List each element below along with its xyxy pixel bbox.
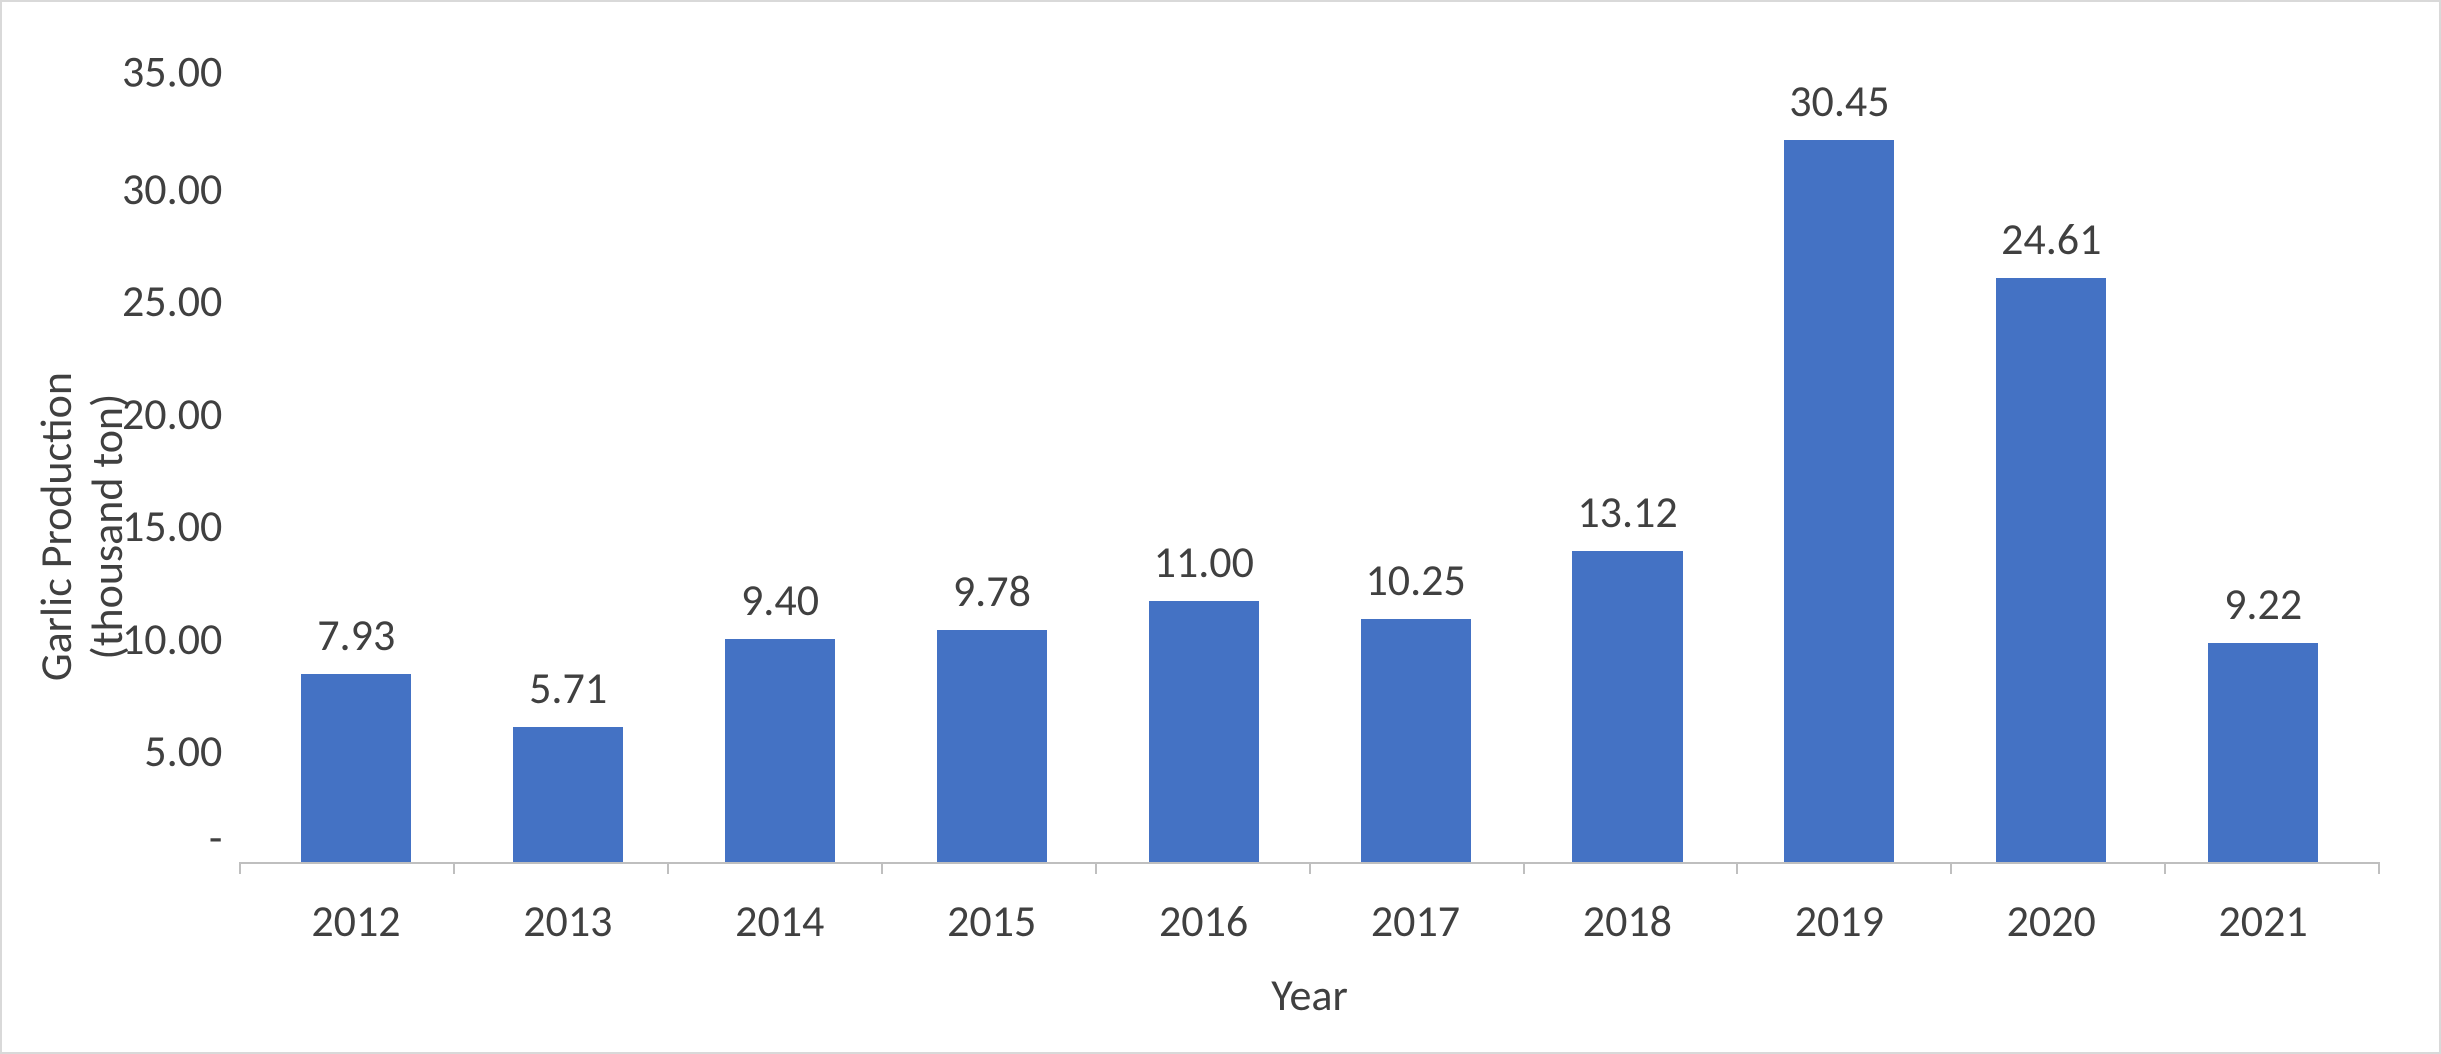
plot-area: 7.93 5.71 9.40 9.78 11.00 10.25 13.12 30.45 24.6… xyxy=(240,32,2379,864)
chart-frame: Garlic Production (thousand ton) 35.00 30… xyxy=(0,0,2441,1054)
x-axis-tick-mark xyxy=(1736,862,1738,874)
bar-value-label: 5.71 xyxy=(529,661,607,715)
chart-body: 35.00 30.00 25.00 20.00 15.00 10.00 5.00 - 7.93… xyxy=(122,32,2379,1022)
y-axis-title-container: Garlic Production (thousand ton) xyxy=(42,32,122,1022)
bar-slot: 10.25 xyxy=(1310,32,1522,862)
x-tick-label: 2015 xyxy=(886,894,1098,948)
bar-slot: 9.40 xyxy=(674,32,886,862)
bars-container: 7.93 5.71 9.40 9.78 11.00 10.25 13.12 30.45 24.6… xyxy=(240,32,2379,862)
x-tick-label: 2020 xyxy=(1945,894,2157,948)
x-axis-tick-mark xyxy=(2378,862,2380,874)
x-axis-tick-mark xyxy=(1309,862,1311,874)
bar-slot: 5.71 xyxy=(462,32,674,862)
x-tick-label: 2012 xyxy=(250,894,462,948)
y-tick-label: 25.00 xyxy=(122,279,222,323)
bar-rect xyxy=(1361,619,1471,862)
bar-value-label: 9.78 xyxy=(953,564,1031,618)
x-tick-label: 2021 xyxy=(2157,894,2369,948)
bar-rect xyxy=(1784,140,1894,862)
bar-slot: 9.78 xyxy=(886,32,1098,862)
x-tick-label: 2016 xyxy=(1098,894,1310,948)
bar-value-label: 13.12 xyxy=(1577,485,1677,539)
plot-row: 35.00 30.00 25.00 20.00 15.00 10.00 5.00 - 7.93… xyxy=(122,32,2379,864)
bar-rect xyxy=(1572,551,1682,862)
x-ticks-row: 2012201320142015201620172018201920202021 xyxy=(122,864,2379,958)
y-tick-label: 30.00 xyxy=(122,167,222,211)
x-axis-tick-mark xyxy=(1950,862,1952,874)
bar-slot: 7.93 xyxy=(250,32,462,862)
x-ticks-spacer xyxy=(122,864,240,958)
x-axis-title: Year xyxy=(122,958,2379,1022)
y-tick-label: 15.00 xyxy=(122,504,222,548)
bar-slot: 30.45 xyxy=(1733,32,1945,862)
y-tick-label: 20.00 xyxy=(122,392,222,436)
x-axis-tick-mark xyxy=(667,862,669,874)
x-axis-tick-mark xyxy=(1095,862,1097,874)
x-tick-label: 2017 xyxy=(1310,894,1522,948)
x-axis-tick-mark xyxy=(881,862,883,874)
y-tick-label: 5.00 xyxy=(144,729,222,773)
bar-rect xyxy=(2208,643,2318,862)
y-axis-ticks: 35.00 30.00 25.00 20.00 15.00 10.00 5.00 - xyxy=(122,32,240,864)
y-axis-title-line1: Garlic Production xyxy=(29,372,83,681)
x-axis-tick-mark xyxy=(239,862,241,874)
bar-value-label: 10.25 xyxy=(1365,553,1465,607)
bar-value-label: 9.40 xyxy=(741,573,819,627)
bar-rect xyxy=(937,630,1047,862)
x-axis-tick-mark xyxy=(453,862,455,874)
bar-value-label: 24.61 xyxy=(2001,212,2101,266)
x-tick-label: 2014 xyxy=(674,894,886,948)
x-tick-label: 2018 xyxy=(1521,894,1733,948)
bar-rect xyxy=(513,727,623,862)
bar-value-label: 9.22 xyxy=(2224,577,2302,631)
bar-slot: 9.22 xyxy=(2157,32,2369,862)
x-axis-ticks: 2012201320142015201620172018201920202021 xyxy=(240,864,2379,958)
x-tick-label: 2019 xyxy=(1733,894,1945,948)
bar-rect xyxy=(1149,601,1259,862)
x-axis-tick-mark xyxy=(2164,862,2166,874)
bar-rect xyxy=(301,674,411,862)
bar-slot: 13.12 xyxy=(1522,32,1734,862)
bar-slot: 11.00 xyxy=(1098,32,1310,862)
bar-rect xyxy=(725,639,835,862)
x-tick-label: 2013 xyxy=(462,894,674,948)
y-tick-label: - xyxy=(209,816,222,860)
y-tick-label: 35.00 xyxy=(122,50,222,94)
x-axis-tick-mark xyxy=(1523,862,1525,874)
bar-value-label: 11.00 xyxy=(1154,535,1254,589)
bar-value-label: 30.45 xyxy=(1789,74,1889,128)
bar-value-label: 7.93 xyxy=(317,608,395,662)
bar-rect xyxy=(1996,278,2106,862)
y-axis-title: Garlic Production (thousand ton) xyxy=(31,372,132,681)
bar-slot: 24.61 xyxy=(1945,32,2157,862)
y-tick-label: 10.00 xyxy=(122,617,222,661)
